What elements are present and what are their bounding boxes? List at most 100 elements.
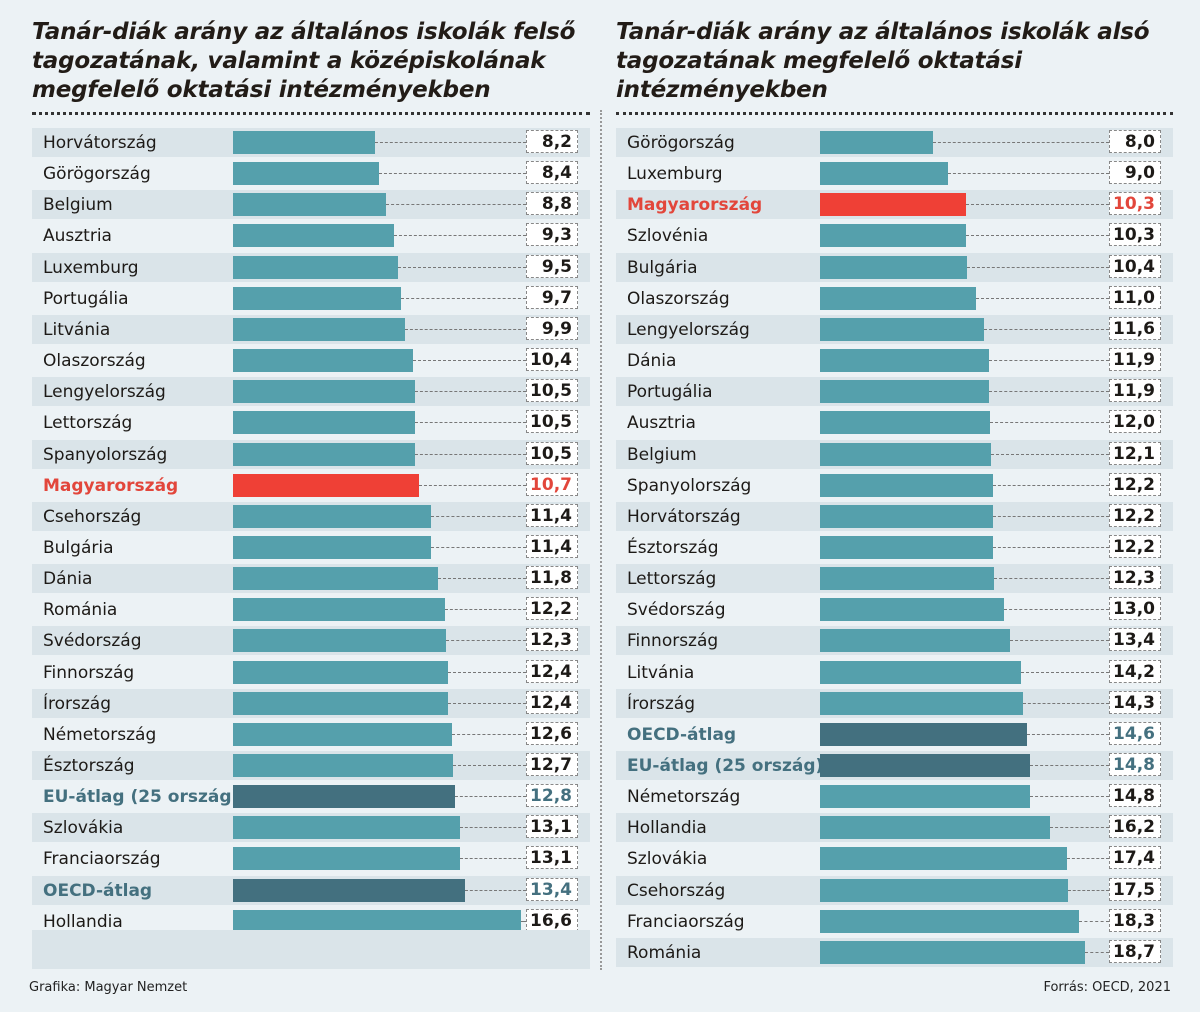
category-label: Litvánia — [627, 662, 695, 683]
category-label: Bulgária — [627, 257, 698, 278]
bar-row: Németország 14,8 — [616, 782, 1173, 811]
bar — [233, 255, 398, 279]
category-label: Hollandia — [627, 818, 707, 839]
bar-row: Dánia 11,8 — [32, 564, 590, 594]
value-label: 14,3 — [1109, 690, 1161, 714]
bar — [820, 785, 1030, 809]
graphic-credit: Grafika: Magyar Nemzet — [29, 980, 188, 995]
bar-row: Románia 12,2 — [32, 595, 590, 624]
bar-row: Románia 18,7 — [616, 937, 1173, 967]
bar-row: Lettország 10,5 — [32, 408, 590, 437]
bar-row: Hollandia 16,2 — [616, 813, 1173, 843]
bar — [233, 691, 449, 715]
leader-line — [1085, 951, 1109, 953]
bar-row: Dánia 11,9 — [616, 346, 1173, 375]
value-label: 14,2 — [1109, 659, 1161, 683]
bar — [233, 567, 438, 591]
leader-line — [1066, 858, 1109, 860]
value-label: 12,2 — [1109, 534, 1161, 558]
bar — [820, 878, 1068, 902]
leader-line — [415, 422, 526, 424]
bar — [820, 473, 993, 497]
category-label: Luxemburg — [43, 257, 139, 278]
bar — [820, 535, 993, 559]
category-label: Belgium — [627, 444, 697, 465]
value-label: 9,9 — [526, 316, 578, 340]
value-label: 13,4 — [526, 877, 578, 901]
leader-line — [988, 360, 1109, 362]
title-divider — [32, 112, 590, 115]
value-label: 11,6 — [1109, 316, 1161, 340]
category-label: Litvánia — [43, 319, 111, 340]
bar — [820, 442, 992, 466]
bar — [820, 286, 976, 310]
leader-line — [375, 142, 526, 143]
bar-row: Luxemburg 9,5 — [32, 252, 590, 282]
value-label: 9,0 — [1109, 161, 1161, 185]
bar — [233, 722, 452, 746]
value-label: 8,2 — [526, 130, 578, 153]
leader-line — [430, 515, 526, 517]
value-label: 12,8 — [526, 784, 578, 808]
bar — [820, 193, 966, 217]
bar — [820, 722, 1027, 746]
leader-line — [994, 578, 1109, 580]
bar-row: Szlovénia 10,3 — [616, 221, 1173, 250]
bar-row: Szlovákia 13,1 — [32, 813, 590, 843]
bar — [820, 598, 1005, 622]
leader-line — [1029, 765, 1109, 766]
bar — [820, 691, 1023, 715]
value-label: 12,3 — [526, 628, 578, 652]
bar-row: Hollandia 16,6 — [32, 907, 590, 936]
leader-line — [1049, 827, 1109, 829]
bar — [820, 317, 985, 341]
category-label: Lettország — [43, 413, 133, 434]
bar-row: Finnország 12,4 — [32, 658, 590, 687]
leader-line — [1029, 796, 1109, 798]
leader-line — [430, 546, 526, 548]
category-label: Belgium — [43, 195, 113, 216]
leader-line — [404, 328, 526, 330]
category-label: Szlovákia — [43, 818, 124, 839]
leader-line — [451, 733, 526, 735]
bar — [233, 224, 395, 248]
bar-row: Görögország 8,4 — [32, 159, 590, 188]
category-label: Hollandia — [43, 911, 123, 932]
value-label: 11,0 — [1109, 285, 1161, 309]
leader-line — [460, 858, 526, 860]
bar — [820, 411, 991, 435]
category-label: Németország — [43, 724, 157, 745]
leader-line — [465, 889, 526, 891]
leader-line — [448, 671, 526, 673]
category-label: Franciaország — [627, 911, 745, 932]
leader-line — [992, 515, 1109, 517]
bar — [233, 629, 447, 653]
category-label: Spanyolország — [43, 444, 168, 465]
category-label: Luxemburg — [627, 164, 723, 185]
bar-row: Ausztria 12,0 — [616, 408, 1173, 437]
leader-line — [413, 360, 526, 362]
value-label: 12,2 — [1109, 472, 1161, 496]
bar — [820, 224, 966, 248]
value-label: 10,3 — [1109, 192, 1161, 216]
leader-line — [415, 453, 526, 455]
bar-row: Csehország 17,5 — [616, 875, 1173, 905]
bar-row: Görögország 8,0 — [616, 128, 1173, 157]
category-label: Bulgária — [43, 537, 114, 558]
bar — [233, 349, 414, 373]
bar — [820, 255, 968, 279]
value-label: 8,0 — [1109, 130, 1161, 153]
bar-row: Szlovákia 17,4 — [616, 844, 1173, 873]
leader-line — [992, 546, 1109, 548]
panel-divider — [600, 110, 602, 970]
bar-row: Magyarország 10,3 — [616, 190, 1173, 220]
value-label: 12,3 — [1109, 566, 1161, 590]
bar-row: Horvátország 8,2 — [32, 128, 590, 157]
left-chart-title: Tanár-diák arány az általános iskolák fe… — [32, 19, 576, 103]
bar — [820, 754, 1030, 777]
bar — [820, 660, 1022, 684]
leader-line — [394, 235, 526, 237]
leader-line — [1009, 640, 1109, 642]
leader-line — [437, 578, 526, 580]
value-label: 10,5 — [526, 410, 578, 434]
